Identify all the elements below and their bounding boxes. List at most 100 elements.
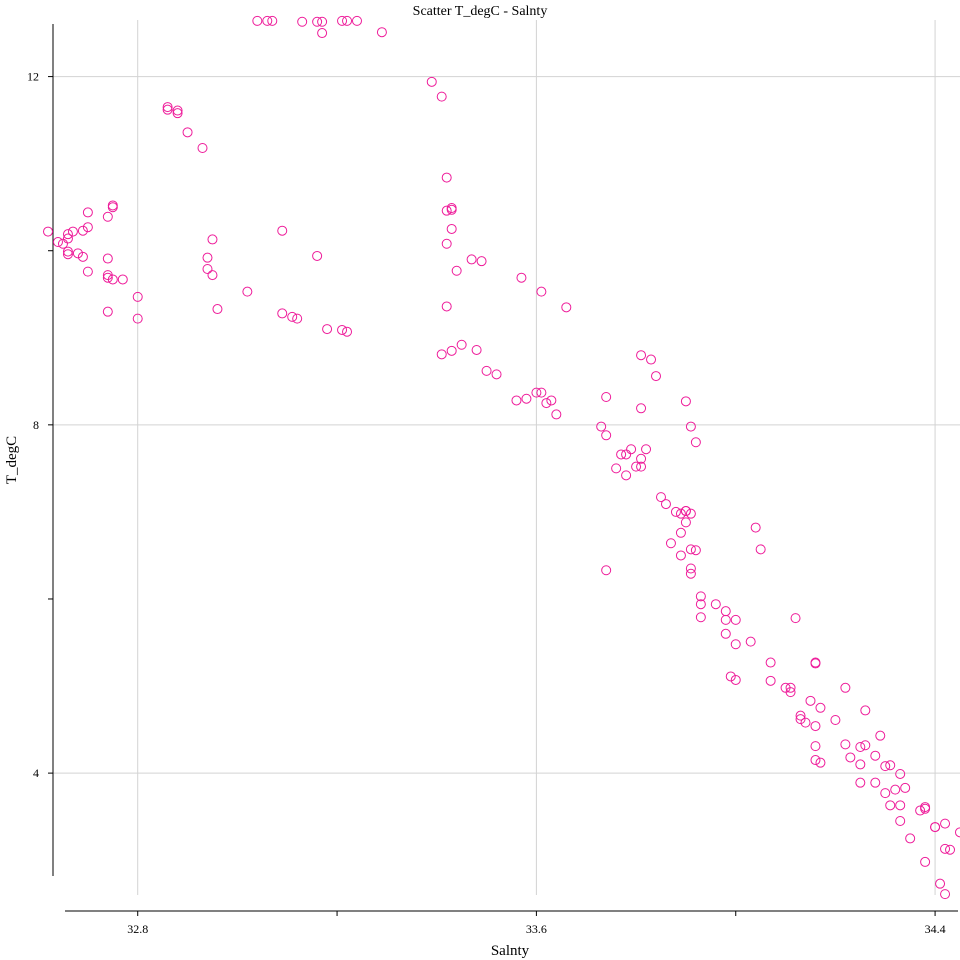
data-point bbox=[790, 613, 801, 624]
ticks-layer: 32.8 33.6 34.4 4 8 12 bbox=[27, 70, 946, 936]
data-point bbox=[895, 768, 906, 779]
data-point bbox=[376, 27, 387, 38]
data-point bbox=[810, 657, 821, 668]
data-point bbox=[277, 225, 288, 236]
data-point bbox=[685, 421, 696, 432]
data-point bbox=[516, 272, 527, 283]
data-point bbox=[935, 878, 946, 889]
data-point bbox=[172, 108, 183, 119]
data-point bbox=[202, 252, 213, 263]
data-point bbox=[730, 639, 741, 650]
data-point bbox=[815, 702, 826, 713]
data-point bbox=[481, 365, 492, 376]
data-point bbox=[541, 398, 552, 409]
data-point bbox=[252, 15, 263, 26]
points-layer bbox=[43, 15, 960, 900]
data-point bbox=[616, 449, 627, 460]
data-point bbox=[720, 606, 731, 617]
data-point bbox=[317, 16, 328, 27]
data-point bbox=[880, 788, 891, 799]
data-point bbox=[601, 391, 612, 402]
data-point bbox=[800, 717, 811, 728]
data-point bbox=[795, 710, 806, 721]
data-point bbox=[685, 508, 696, 519]
data-point bbox=[795, 714, 806, 725]
data-point bbox=[267, 15, 278, 26]
data-point bbox=[441, 205, 452, 216]
y-tick-label: 8 bbox=[33, 418, 39, 432]
data-point bbox=[451, 265, 462, 276]
data-point bbox=[57, 238, 68, 249]
data-point bbox=[471, 344, 482, 355]
data-point bbox=[536, 286, 547, 297]
x-tick-label: 33.6 bbox=[526, 922, 547, 936]
data-point bbox=[720, 614, 731, 625]
data-point bbox=[466, 254, 477, 265]
data-point bbox=[297, 16, 308, 27]
x-axis-label: Salnty bbox=[491, 943, 530, 959]
data-point bbox=[680, 517, 691, 528]
data-point bbox=[342, 15, 353, 26]
data-point bbox=[511, 395, 522, 406]
data-point bbox=[890, 784, 901, 795]
y-tick-label: 4 bbox=[33, 766, 39, 780]
data-point bbox=[755, 544, 766, 555]
data-point bbox=[670, 506, 681, 517]
data-point bbox=[521, 393, 532, 404]
data-point bbox=[117, 274, 128, 285]
data-point bbox=[685, 568, 696, 579]
data-point bbox=[725, 671, 736, 682]
data-point bbox=[920, 803, 931, 814]
data-point bbox=[102, 272, 113, 283]
data-point bbox=[531, 387, 542, 398]
data-point bbox=[860, 740, 871, 751]
data-point bbox=[441, 238, 452, 249]
y-axis-label: T_degC bbox=[4, 436, 20, 484]
data-point bbox=[875, 730, 886, 741]
data-point bbox=[646, 354, 657, 365]
data-point bbox=[287, 311, 298, 322]
data-point bbox=[880, 761, 891, 772]
data-point bbox=[317, 28, 328, 39]
data-point bbox=[82, 222, 93, 233]
data-point bbox=[895, 815, 906, 826]
data-point bbox=[132, 291, 143, 302]
data-point bbox=[680, 396, 691, 407]
data-point bbox=[870, 750, 881, 761]
data-point bbox=[67, 226, 78, 237]
data-point bbox=[132, 313, 143, 324]
data-point bbox=[675, 508, 686, 519]
data-point bbox=[710, 599, 721, 610]
data-point bbox=[172, 105, 183, 116]
data-point bbox=[621, 449, 632, 460]
data-point bbox=[491, 369, 502, 380]
data-point bbox=[337, 324, 348, 335]
data-point bbox=[182, 127, 193, 138]
data-point bbox=[207, 234, 218, 245]
data-point bbox=[805, 695, 816, 706]
data-point bbox=[441, 301, 452, 312]
data-point bbox=[651, 371, 662, 382]
data-point bbox=[636, 453, 647, 464]
data-point bbox=[102, 253, 113, 264]
data-point bbox=[945, 844, 956, 855]
data-point bbox=[730, 674, 741, 685]
data-point bbox=[601, 565, 612, 576]
data-point bbox=[446, 203, 457, 214]
data-point bbox=[695, 612, 706, 623]
data-point bbox=[631, 461, 642, 472]
data-point bbox=[62, 249, 73, 260]
data-point bbox=[695, 591, 706, 602]
data-point bbox=[915, 805, 926, 816]
data-point bbox=[685, 544, 696, 555]
data-point bbox=[730, 614, 741, 625]
data-point bbox=[905, 833, 916, 844]
data-point bbox=[446, 223, 457, 234]
data-point bbox=[855, 759, 866, 770]
y-tick-label: 12 bbox=[27, 70, 39, 84]
data-point bbox=[665, 538, 676, 549]
grid-layer bbox=[53, 20, 960, 895]
data-point bbox=[52, 237, 63, 248]
